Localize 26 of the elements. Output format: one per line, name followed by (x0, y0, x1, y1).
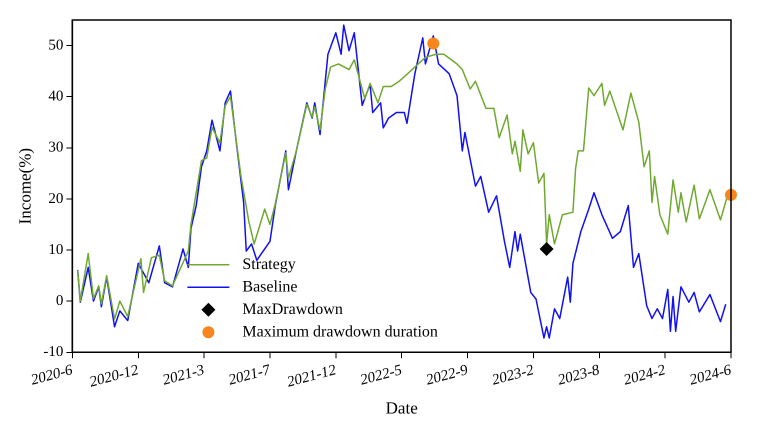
y-axis-title: Income(%) (16, 148, 35, 224)
x-tick-label: 2021-3 (160, 362, 206, 389)
y-tick-label: -10 (43, 344, 64, 360)
x-tick-label: 2021-7 (226, 362, 274, 389)
x-tick-label: 2020-12 (88, 362, 141, 391)
legend-label: MaxDrawdown (242, 300, 343, 318)
x-tick-label: 2024-2 (622, 362, 668, 389)
legend-label: Baseline (242, 278, 298, 296)
x-tick-label: 2020-6 (29, 362, 75, 389)
legend-label: Strategy (242, 256, 296, 273)
y-tick-label: 0 (56, 293, 64, 310)
point (427, 38, 440, 50)
x-tick-label: 2023-2 (490, 362, 536, 389)
x-tick-label: 2021-12 (285, 362, 338, 391)
x-tick-label: 2023-8 (556, 362, 602, 389)
y-tick-label: 50 (48, 37, 64, 54)
x-axis-title: Date (386, 398, 418, 418)
x-tick-label: 2022-9 (424, 362, 470, 389)
y-tick-label: 40 (48, 88, 64, 105)
y-tick-label: 20 (48, 190, 64, 207)
y-tick-label: 10 (48, 242, 64, 258)
y-tick-label: 30 (48, 140, 64, 156)
legend-label: Maximum drawdown duration (242, 323, 438, 340)
x-tick-label: 2022-5 (358, 362, 404, 389)
x-tick-label: 2024-6 (688, 362, 734, 389)
point (540, 242, 554, 256)
